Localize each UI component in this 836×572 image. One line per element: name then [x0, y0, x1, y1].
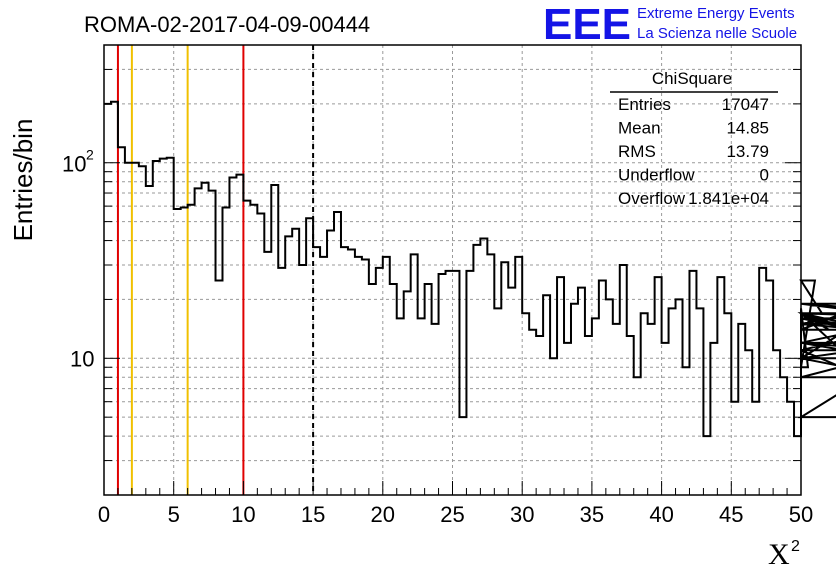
x-tick-label: 35: [580, 502, 604, 527]
x-tick-label: 20: [371, 502, 395, 527]
svg-text:La Scienza nelle Scuole: La Scienza nelle Scuole: [637, 25, 797, 42]
svg-text:EEE: EEE: [543, 0, 631, 49]
stats-label: Underflow: [618, 166, 695, 185]
y-tick-label: 10: [70, 346, 94, 371]
svg-text:Extreme Energy Events: Extreme Energy Events: [637, 5, 795, 22]
svg-text:ChiSquare: ChiSquare: [652, 69, 732, 88]
stats-value: 1.841e+04: [688, 189, 769, 208]
stats-label: Entries: [618, 95, 671, 114]
stats-value: 13.79: [726, 142, 769, 161]
stats-box: ChiSquare Entries 17047 Mean 14.85 RMS 13.79 U…: [610, 69, 778, 208]
x-tick-label: 50: [789, 502, 813, 527]
x-tick-labels: 0 5 10 15 20 25 30 35 40 45 50: [98, 502, 813, 527]
x-axis-label: X 2: [768, 538, 800, 571]
x-tick-label: 0: [98, 502, 110, 527]
x-tick-label: 5: [168, 502, 180, 527]
svg-text:X: X: [768, 538, 790, 571]
chart-title: ROMA-02-2017-04-09-00444: [84, 12, 370, 37]
svg-text:2: 2: [791, 538, 800, 555]
stats-value: 0: [760, 166, 769, 185]
svg-text:2: 2: [86, 147, 94, 163]
x-tick-label: 15: [301, 502, 325, 527]
y-tick-label: 10 2: [62, 147, 94, 177]
stats-value: 17047: [722, 95, 769, 114]
x-tick-label: 10: [231, 502, 255, 527]
svg-text:10: 10: [62, 152, 86, 177]
stats-label: Mean: [618, 119, 661, 138]
x-tick-label: 25: [440, 502, 464, 527]
x-tick-label: 45: [719, 502, 743, 527]
histogram-series: [104, 100, 836, 438]
y-axis-label: Entries/bin: [8, 119, 38, 242]
x-tick-label: 30: [510, 502, 534, 527]
axis-ticks: [103, 44, 802, 496]
stats-label: Overflow: [618, 189, 686, 208]
stats-value: 14.85: [726, 119, 769, 138]
eee-logo: EEE Extreme Energy Events La Scienza nel…: [543, 0, 797, 49]
stats-label: RMS: [618, 142, 656, 161]
x-tick-label: 40: [649, 502, 673, 527]
